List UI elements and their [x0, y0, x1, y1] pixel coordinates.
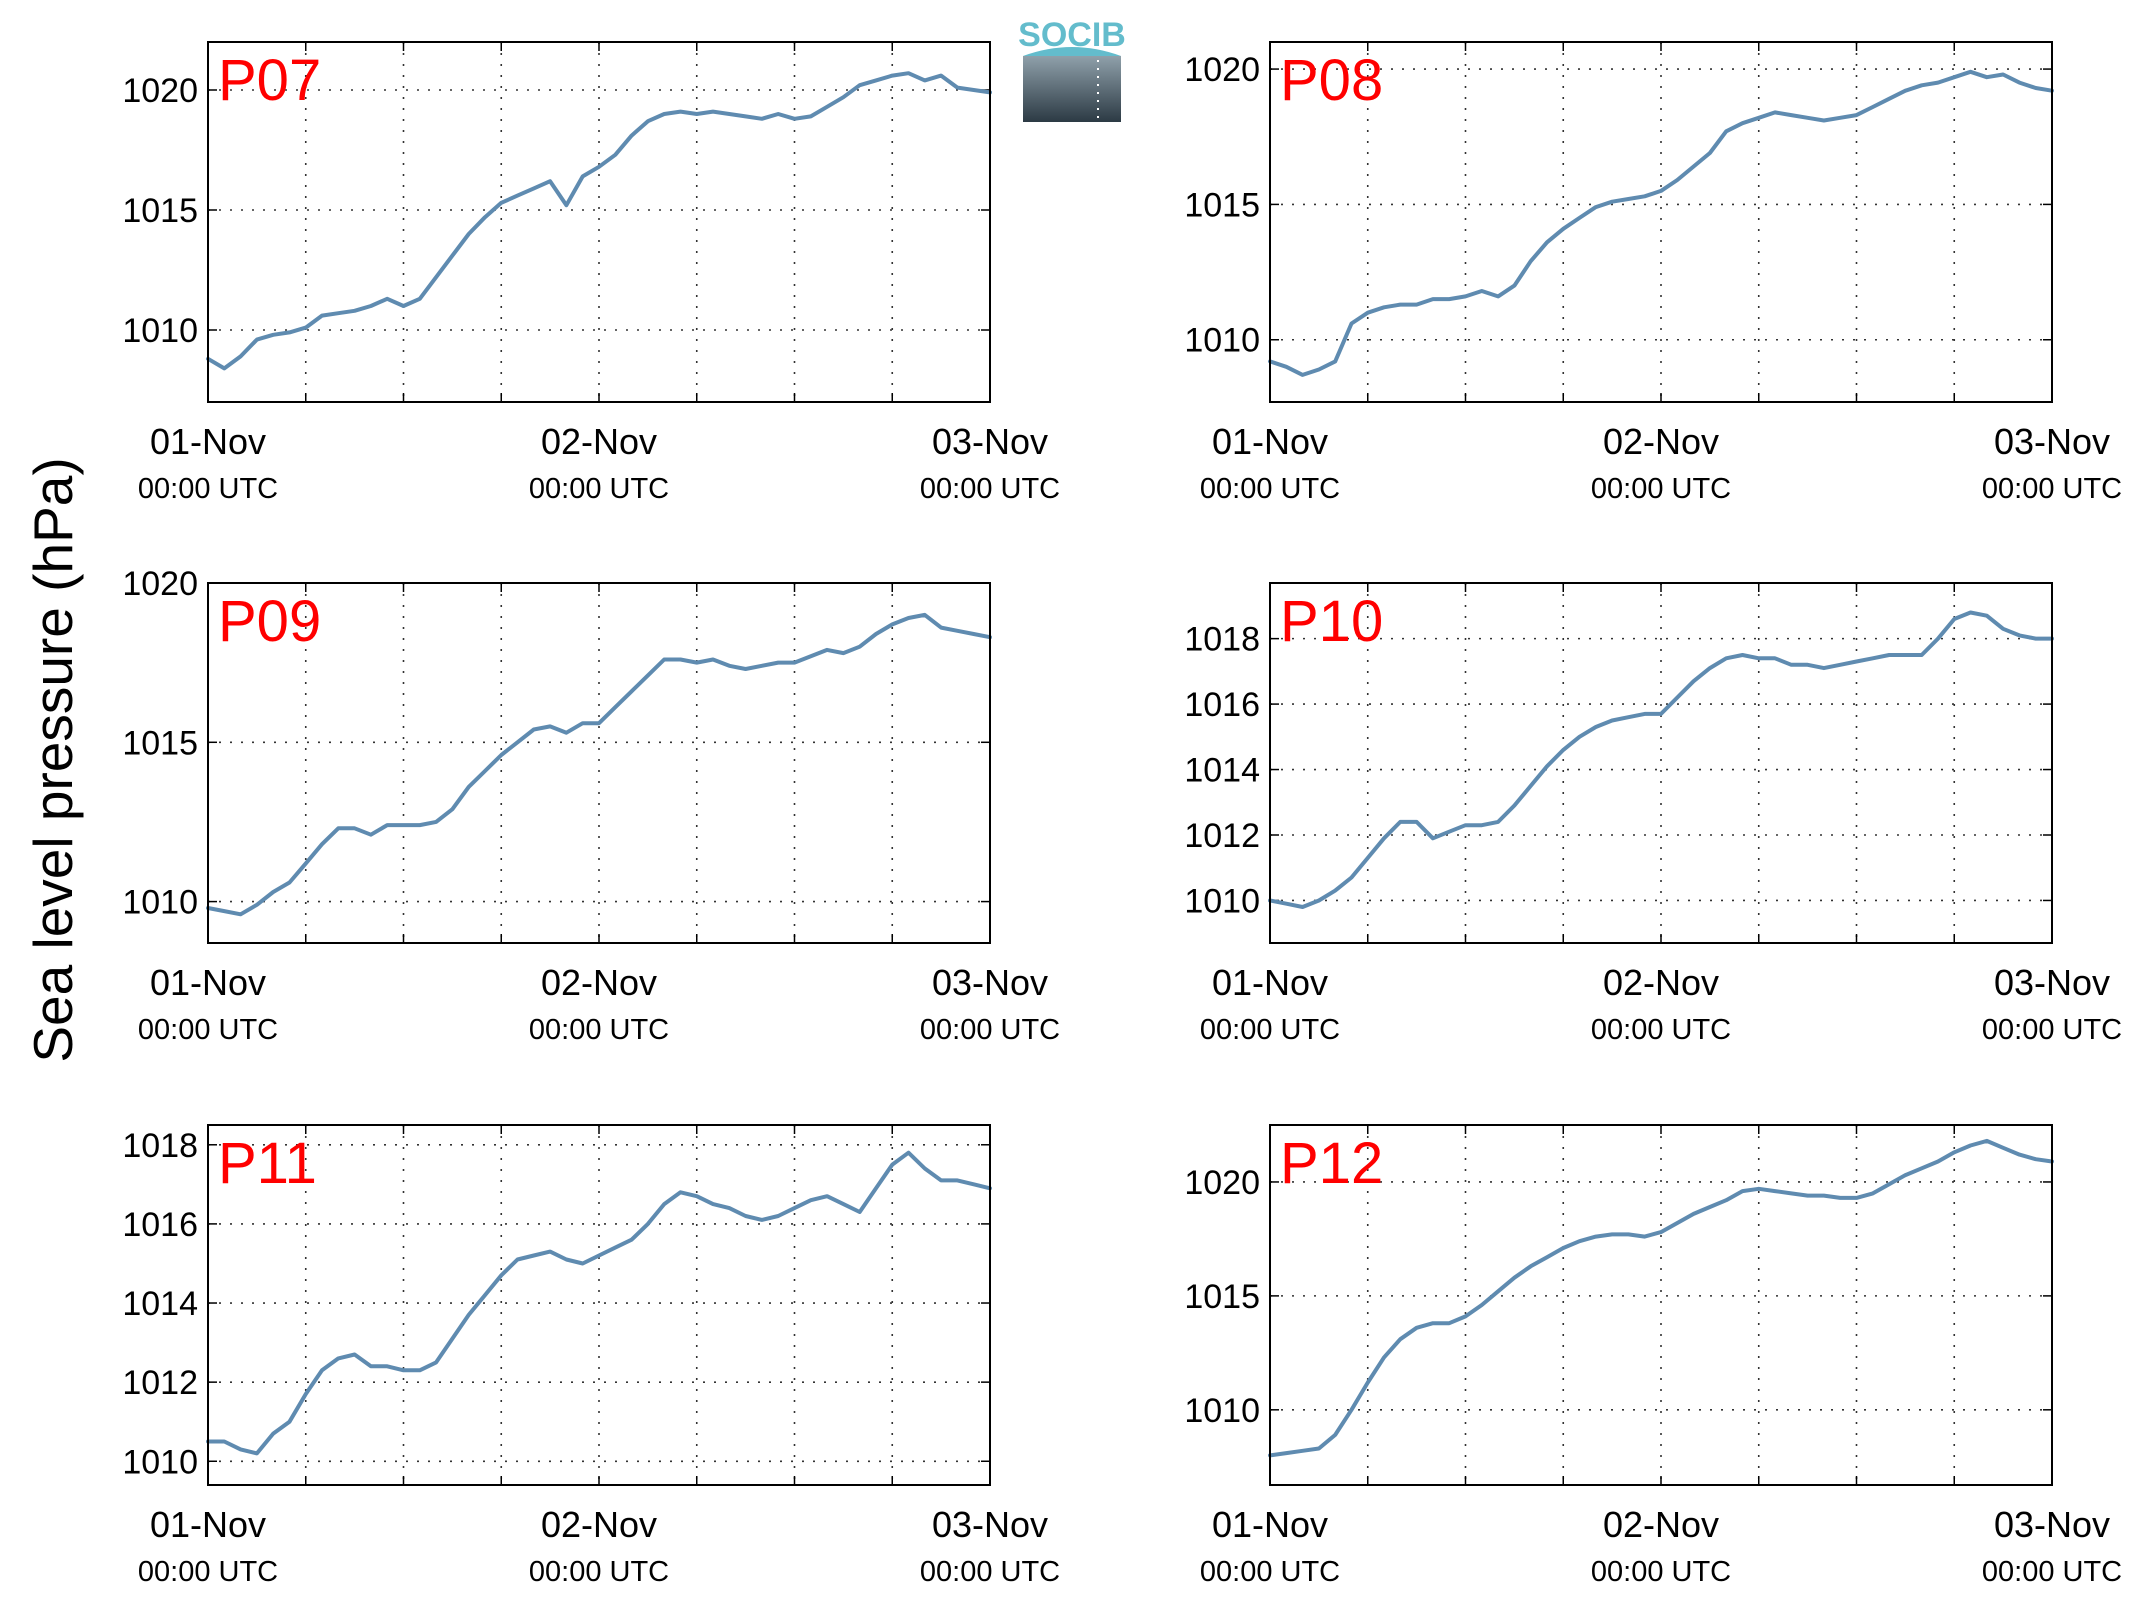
panel-p11: 1010 1012 1014 1016 1018 01-Nov 00:00 UTC 02-No…	[122, 1124, 1060, 1588]
series-line-p12	[1268, 1138, 2054, 1458]
x-tick-date-label: 01-Nov	[1212, 421, 1328, 462]
panel-p12: 1010 1015 1020 01-Nov 00:00 UTC 02-Nov 00:00 U…	[1184, 1124, 2122, 1588]
y-tick-label: 1010	[1184, 882, 1260, 920]
x-tick-time-label: 00:00 UTC	[920, 1556, 1060, 1588]
socib-logo: SOCIB	[1018, 16, 1126, 122]
y-tick-label: 1012	[1184, 817, 1260, 855]
x-tick-time-label: 00:00 UTC	[1200, 1014, 1340, 1046]
y-tick-label: 1018	[1184, 621, 1260, 659]
x-tick-time-label: 00:00 UTC	[1591, 473, 1731, 505]
series-line-p08	[1268, 69, 2054, 377]
x-tick-time-label: 00:00 UTC	[1982, 473, 2122, 505]
x-tick-time-label: 00:00 UTC	[1982, 1556, 2122, 1588]
x-tick-date-label: 03-Nov	[932, 421, 1048, 462]
x-tick-date-label: 01-Nov	[150, 962, 266, 1003]
axes-box	[207, 41, 991, 403]
y-tick-label: 1016	[122, 1206, 198, 1244]
panel-p08: 1010 1015 1020 01-Nov 00:00 UTC 02-Nov 00:00 U…	[1184, 41, 2122, 505]
axes-box	[207, 582, 991, 944]
panel-label-p10: P10	[1280, 589, 1383, 654]
x-tick-time-label: 00:00 UTC	[1982, 1014, 2122, 1046]
socib-logo-wave	[1023, 47, 1121, 56]
y-tick-label: 1020	[1184, 1164, 1260, 1202]
y-tick-label: 1010	[1184, 1392, 1260, 1430]
x-tick-date-label: 02-Nov	[1603, 962, 1719, 1003]
y-tick-label: 1020	[122, 72, 198, 110]
y-tick-label: 1015	[1184, 186, 1260, 224]
axes-box	[1269, 1124, 2053, 1486]
x-tick-time-label: 00:00 UTC	[138, 1556, 278, 1588]
panel-label-p11: P11	[218, 1131, 317, 1196]
x-tick-date-label: 03-Nov	[932, 1504, 1048, 1545]
y-tick-label: 1010	[122, 312, 198, 350]
x-tick-time-label: 00:00 UTC	[1591, 1014, 1731, 1046]
panels: 1010 1015 1020 01-Nov 00:00 UTC 02-Nov 00:00 U…	[122, 41, 2122, 1588]
y-tick-label: 1018	[122, 1127, 198, 1165]
y-tick-label: 1020	[122, 565, 198, 603]
x-tick-time-label: 00:00 UTC	[1200, 1556, 1340, 1588]
x-tick-time-label: 00:00 UTC	[138, 1014, 278, 1046]
x-tick-date-label: 01-Nov	[150, 421, 266, 462]
panel-label-p12: P12	[1280, 1131, 1383, 1196]
x-tick-date-label: 03-Nov	[1994, 1504, 2110, 1545]
x-tick-date-label: 02-Nov	[541, 421, 657, 462]
x-tick-date-label: 01-Nov	[1212, 1504, 1328, 1545]
axes-box	[1269, 41, 2053, 403]
panel-label-p07: P07	[218, 48, 321, 113]
x-tick-time-label: 00:00 UTC	[138, 473, 278, 505]
x-tick-date-label: 03-Nov	[932, 962, 1048, 1003]
panel-p10: 1010 1012 1014 1016 1018 01-Nov 00:00 UTC 02-No…	[1184, 582, 2122, 1046]
x-tick-time-label: 00:00 UTC	[920, 1014, 1060, 1046]
y-tick-label: 1015	[122, 192, 198, 230]
y-tick-label: 1020	[1184, 51, 1260, 89]
series-line-p09	[206, 612, 992, 917]
y-tick-label: 1014	[1184, 752, 1260, 790]
axes-box	[1269, 582, 2053, 944]
x-tick-date-label: 01-Nov	[150, 1504, 266, 1545]
axes-box	[207, 1124, 991, 1486]
y-tick-label: 1015	[1184, 1278, 1260, 1316]
x-tick-time-label: 00:00 UTC	[920, 473, 1060, 505]
y-tick-label: 1012	[122, 1364, 198, 1402]
x-tick-time-label: 00:00 UTC	[529, 1014, 669, 1046]
y-tick-label: 1016	[1184, 686, 1260, 724]
x-tick-date-label: 02-Nov	[1603, 1504, 1719, 1545]
x-tick-date-label: 02-Nov	[541, 962, 657, 1003]
socib-logo-block	[1023, 56, 1121, 122]
x-tick-date-label: 03-Nov	[1994, 421, 2110, 462]
y-tick-label: 1010	[122, 1443, 198, 1481]
x-tick-time-label: 00:00 UTC	[529, 1556, 669, 1588]
series-line-p07	[206, 71, 992, 371]
x-tick-time-label: 00:00 UTC	[1200, 473, 1340, 505]
x-tick-date-label: 02-Nov	[541, 1504, 657, 1545]
y-tick-label: 1010	[122, 884, 198, 922]
y-axis-label: Sea level pressure (hPa)	[22, 457, 84, 1062]
panel-label-p09: P09	[218, 589, 321, 654]
series-line-p10	[1268, 610, 2054, 909]
panel-label-p08: P08	[1280, 48, 1383, 113]
series-line-p11	[206, 1150, 992, 1456]
x-tick-date-label: 02-Nov	[1603, 421, 1719, 462]
y-tick-label: 1014	[122, 1285, 198, 1323]
x-tick-time-label: 00:00 UTC	[529, 473, 669, 505]
y-tick-label: 1010	[1184, 322, 1260, 360]
x-tick-date-label: 03-Nov	[1994, 962, 2110, 1003]
y-tick-label: 1015	[122, 724, 198, 762]
x-tick-time-label: 00:00 UTC	[1591, 1556, 1731, 1588]
panel-p09: 1010 1015 1020 01-Nov 00:00 UTC 02-Nov 00:00 U…	[122, 565, 1060, 1046]
x-tick-date-label: 01-Nov	[1212, 962, 1328, 1003]
panel-p07: 1010 1015 1020 01-Nov 00:00 UTC 02-Nov 00:00 U…	[122, 41, 1060, 505]
